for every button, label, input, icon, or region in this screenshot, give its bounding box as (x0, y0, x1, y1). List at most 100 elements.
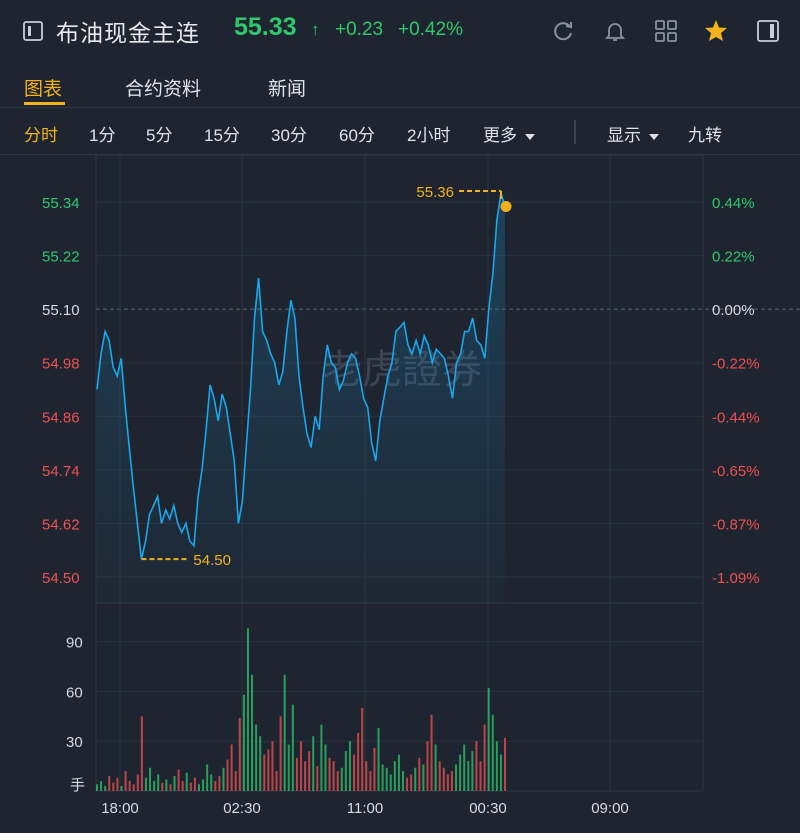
volume-bar (418, 757, 421, 791)
volume-bar (410, 774, 413, 791)
volume-bar (140, 716, 143, 791)
price-tick-label: 54.62 (42, 516, 80, 533)
volume-bar (214, 781, 217, 791)
tab-contract-info[interactable]: 合约资料 (125, 79, 202, 100)
active-tab-underline (24, 102, 65, 105)
volume-bar (316, 766, 319, 791)
last-price: 55.33 (234, 13, 297, 41)
volume-bar (332, 761, 335, 791)
volume-bar (304, 761, 307, 791)
tab-news[interactable]: 新闻 (268, 79, 307, 100)
volume-bar (108, 776, 111, 791)
volume-bar (161, 782, 164, 791)
volume-bar (487, 688, 490, 791)
volume-bar (463, 744, 466, 791)
volume-bar (483, 724, 486, 791)
volume-tick-label: 90 (66, 635, 83, 652)
period-2h[interactable]: 2小时 (407, 126, 451, 145)
volume-bar (328, 757, 331, 791)
volume-bar (471, 751, 474, 791)
chevron-down-icon (525, 133, 535, 140)
period-intraday[interactable]: 分时 (24, 126, 58, 145)
volume-bar (336, 771, 339, 791)
x-tick-label: 00:30 (469, 800, 507, 817)
volume-bar (283, 674, 286, 791)
volume-bar (173, 776, 176, 791)
volume-bar (365, 761, 368, 791)
separator (574, 120, 576, 144)
display-label: 显示 (607, 126, 641, 145)
price-tick-label: 55.34 (42, 195, 80, 212)
period-15m[interactable]: 15分 (204, 126, 240, 145)
header-bar: 布油现金主连 55.33 ↑ +0.23 +0.42% (0, 0, 800, 62)
volume-bar (234, 771, 237, 791)
main-tabs: 图表 合约资料 新闻 (0, 62, 800, 107)
price-tick-label: 54.50 (42, 570, 80, 587)
pct-tick-label: -0.65% (712, 463, 760, 480)
volume-bar (251, 674, 254, 791)
volume-bar (442, 767, 445, 791)
period-60m[interactable]: 60分 (339, 126, 375, 145)
volume-bar (206, 764, 209, 791)
x-tick-label: 11:00 (347, 800, 383, 817)
volume-bar (112, 782, 115, 791)
volume-bar (495, 741, 498, 791)
period-more-dropdown[interactable]: 更多 (483, 121, 535, 146)
grid-icon[interactable] (653, 18, 679, 44)
volume-bar (222, 767, 225, 791)
volume-bar (267, 749, 270, 791)
volume-bar (381, 764, 384, 791)
period-bar: 分时 1分 5分 15分 30分 60分 2小时 更多 显示 九转 (0, 108, 800, 154)
volume-bar (136, 774, 139, 791)
price-tick-label: 54.74 (42, 463, 80, 480)
volume-bar (149, 767, 152, 791)
volume-bar (120, 786, 123, 791)
volume-bar (189, 782, 192, 791)
volume-bar (385, 767, 388, 791)
volume-bar (434, 744, 437, 791)
volume-bar (414, 767, 417, 791)
volume-bar (361, 708, 364, 791)
volume-bar (246, 628, 249, 791)
period-more-label: 更多 (483, 126, 517, 145)
volume-bar (198, 784, 200, 791)
volume-bar (373, 747, 376, 791)
volume-bar (177, 769, 180, 791)
period-30m[interactable]: 30分 (271, 126, 307, 145)
tab-chart[interactable]: 图表 (24, 79, 63, 100)
refresh-icon[interactable] (550, 18, 576, 44)
volume-bar (144, 777, 147, 791)
back-panel-icon[interactable] (23, 21, 43, 41)
volume-bar (479, 761, 482, 791)
volume-bar (291, 704, 294, 791)
intraday-chart[interactable]: 老虎證券 55.340.44%55.220.22%55.100.00%54.98… (0, 155, 800, 833)
star-icon[interactable] (703, 18, 729, 44)
volume-bar (446, 774, 449, 791)
volume-bar (406, 777, 409, 791)
volume-bar (271, 741, 274, 791)
period-1m[interactable]: 1分 (89, 126, 116, 145)
pct-tick-label: -0.87% (712, 516, 760, 533)
volume-bar (218, 776, 221, 791)
bell-icon[interactable] (602, 18, 628, 44)
volume-bar (255, 724, 258, 791)
x-tick-label: 18:00 (101, 800, 139, 817)
volume-bar (422, 764, 425, 791)
volume-bar (426, 741, 429, 791)
volume-bar (242, 694, 245, 791)
volume-bar (402, 771, 404, 791)
volume-bar (238, 717, 241, 791)
volume-tick-label: 60 (66, 684, 83, 701)
display-dropdown[interactable]: 显示 (607, 121, 659, 146)
volume-bar (104, 786, 107, 791)
volume-bar (377, 727, 380, 791)
volume-bar (340, 767, 343, 791)
up-arrow-icon: ↑ (311, 20, 320, 39)
volume-bar (389, 774, 392, 791)
sidebar-toggle-icon[interactable] (755, 18, 781, 44)
period-nine-turn[interactable]: 九转 (688, 126, 722, 145)
period-5m[interactable]: 5分 (146, 126, 173, 145)
volume-bar (438, 761, 441, 791)
volume-bar (295, 757, 298, 791)
volume-bar (308, 751, 311, 791)
